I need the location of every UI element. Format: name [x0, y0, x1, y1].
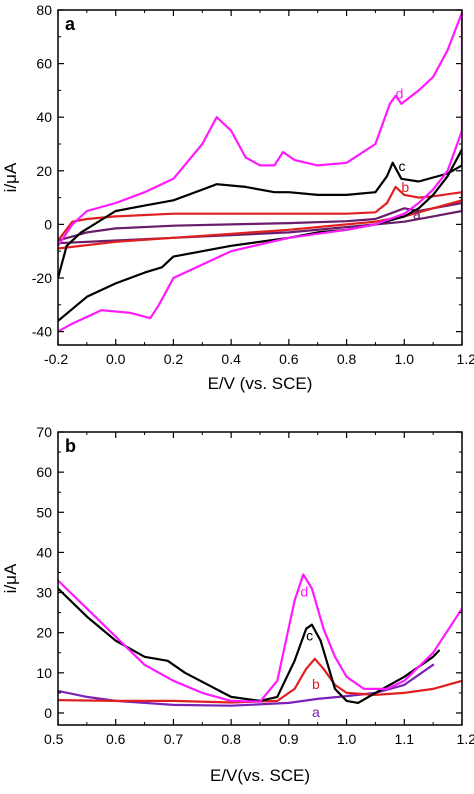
x-tick-label: 0.0 — [106, 351, 126, 367]
series-group — [58, 573, 462, 707]
x-axis-label: E/V (vs. SCE) — [208, 374, 313, 393]
series-label-b: b — [401, 179, 409, 195]
x-tick-label: 0.6 — [106, 731, 126, 747]
x-tick-label: 0.6 — [279, 351, 299, 367]
x-tick-label: 0.7 — [164, 731, 184, 747]
y-tick-label: 40 — [36, 109, 52, 125]
panel-label: b — [65, 436, 76, 456]
y-tick-label: 0 — [44, 216, 52, 232]
y-axis-label: i/μA — [1, 162, 20, 192]
x-tick-label: 1.2 — [457, 731, 474, 747]
y-tick-label: 10 — [36, 665, 52, 681]
series-line-b — [58, 185, 462, 250]
x-tick-label: 0.4 — [221, 351, 241, 367]
series-label-c: c — [306, 628, 313, 644]
y-tick-label: 50 — [36, 504, 52, 520]
x-tick-label: 1.2 — [457, 351, 474, 367]
panel-label: a — [65, 14, 76, 34]
x-tick-label: 0.2 — [164, 351, 184, 367]
x-tick-label: 1.0 — [337, 731, 357, 747]
series-label-c: c — [399, 158, 406, 174]
series-line-b — [58, 657, 462, 704]
y-tick-label: -20 — [32, 270, 52, 286]
x-tick-label: 0.9 — [279, 731, 299, 747]
x-tick-label: 1.0 — [395, 351, 415, 367]
series-line-c — [58, 148, 462, 322]
y-tick-label: 70 — [36, 424, 52, 440]
y-tick-label: 40 — [36, 544, 52, 560]
x-axis-label: E/V(vs. SCE) — [210, 766, 310, 785]
x-tick-label: 0.8 — [337, 351, 357, 367]
y-tick-label: 60 — [36, 56, 52, 72]
y-tick-label: 0 — [44, 705, 52, 721]
series-line-c — [58, 587, 440, 704]
series-line-d — [58, 11, 462, 333]
y-tick-label: 60 — [36, 464, 52, 480]
series-group — [58, 11, 462, 333]
x-tick-label: 1.1 — [395, 731, 415, 747]
series-label-b: b — [312, 676, 320, 692]
series-label-d: d — [396, 85, 404, 101]
series-label-a: a — [312, 704, 320, 720]
series-label-a: a — [413, 206, 421, 222]
y-tick-label: -40 — [32, 324, 52, 340]
y-axis-label: i/μA — [1, 563, 20, 593]
y-tick-label: 20 — [36, 625, 52, 641]
x-tick-label: 0.5 — [44, 731, 64, 747]
y-tick-label: 30 — [36, 585, 52, 601]
x-tick-label: 0.8 — [221, 731, 241, 747]
x-tick-label: -0.2 — [44, 351, 68, 367]
series-label-d: d — [300, 584, 308, 600]
y-tick-label: 20 — [36, 163, 52, 179]
series-line-d — [58, 573, 462, 703]
y-tick-label: 80 — [36, 2, 52, 18]
series-line-a — [58, 663, 435, 707]
series-line-a — [58, 201, 462, 245]
